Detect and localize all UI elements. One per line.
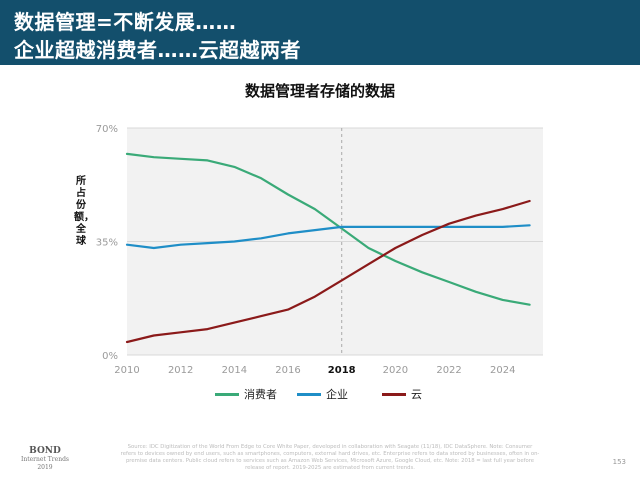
legend-swatch-enterprise — [297, 392, 321, 396]
bond-logo-subtitle: Internet Trends — [20, 456, 69, 463]
legend-label-cloud: 云 — [411, 388, 422, 401]
x-tick-label: 2018 — [328, 365, 356, 376]
x-tick-label: 2024 — [490, 365, 515, 376]
series-line-2 — [125, 199, 531, 344]
source-note: Source: IDC Digitization of the World Fr… — [120, 444, 540, 471]
y-tick-label: 0% — [102, 351, 118, 362]
bond-logo: BOND Internet Trends 2019 — [20, 446, 70, 472]
chart-legend: 消费者 企业 云 — [0, 386, 640, 406]
bond-logo-year: 2019 — [37, 464, 53, 471]
chart-title: 数据管理者存储的数据 — [244, 82, 395, 100]
legend-item-consumer: 消费者 — [215, 386, 277, 402]
legend-label-enterprise: 企业 — [326, 388, 348, 401]
y-tick-label: 35% — [96, 238, 118, 249]
legend-item-cloud: 云 — [382, 386, 422, 402]
x-tick-label: 2012 — [168, 365, 193, 376]
series-line-1 — [125, 224, 531, 250]
x-tick-label: 2014 — [222, 365, 247, 376]
bond-logo-name: BOND — [29, 446, 61, 456]
page-number: 153 — [612, 458, 626, 466]
series-line-0 — [125, 152, 531, 306]
x-tick-label: 2016 — [275, 365, 300, 376]
slide-title-line2: 企业超越消费者……云超越两者 — [14, 38, 301, 62]
legend-swatch-cloud — [382, 392, 406, 396]
legend-swatch-consumer — [215, 392, 239, 396]
slide-footer: BOND Internet Trends 2019 Source: IDC Di… — [0, 440, 640, 480]
y-axis-label: 所占份额，全球 — [74, 176, 94, 247]
legend-item-enterprise: 企业 — [297, 386, 348, 402]
y-tick-label: 70% — [96, 124, 118, 135]
x-tick-label: 2022 — [436, 365, 461, 376]
legend-label-consumer: 消费者 — [244, 388, 277, 401]
title-bar: 数据管理=不断发展…… 企业超越消费者……云超越两者 — [0, 0, 640, 65]
x-tick-label: 2010 — [114, 365, 139, 376]
slide-title-line1: 数据管理=不断发展…… — [14, 10, 237, 34]
x-tick-label: 2020 — [383, 365, 408, 376]
